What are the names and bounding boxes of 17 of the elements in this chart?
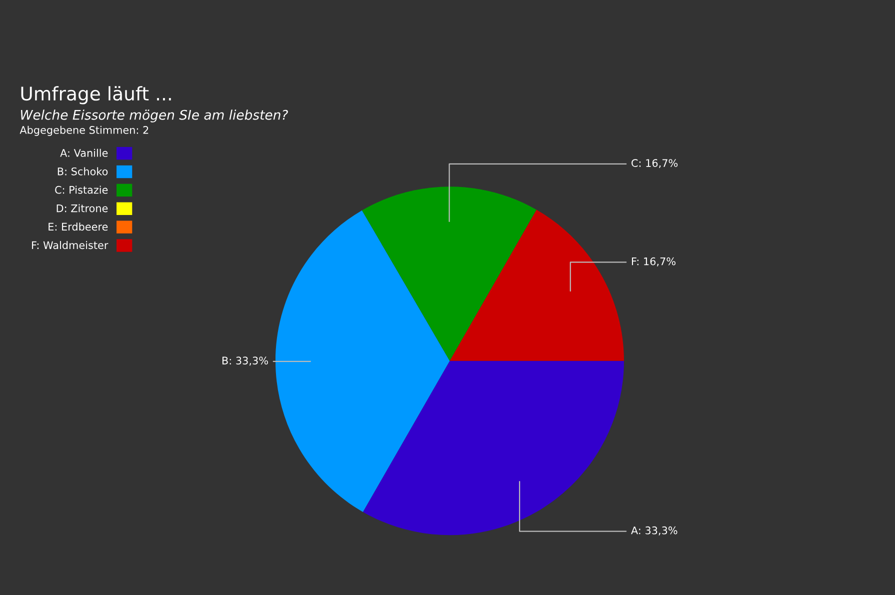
legend-label: D: Zitrone [56,204,108,212]
legend-label: C: Pistazie [55,186,108,194]
legend-label: B: Schoko [58,167,108,176]
data-label: F: 16,7% [632,257,676,266]
pie-slice [362,360,624,536]
chart-title: Umfrage läuft ... [21,86,171,104]
legend-label: E: Erdbeere [48,222,108,231]
chart-subtitle: Welche Eissorte mögen SIe am liebsten? [20,110,288,122]
legend-label: A: Vanille [60,148,108,157]
pie-slice [450,210,624,361]
data-label: B: 33,3% [222,356,268,366]
pie-slice [362,186,537,361]
data-label: A: 33,3% [631,526,678,536]
pie-slice [275,210,450,512]
data-label: C: 16,7% [632,159,678,168]
text: Abgegebene Stimmen: 2 [20,126,148,136]
legend-label: F: Waldmeister [32,241,108,250]
